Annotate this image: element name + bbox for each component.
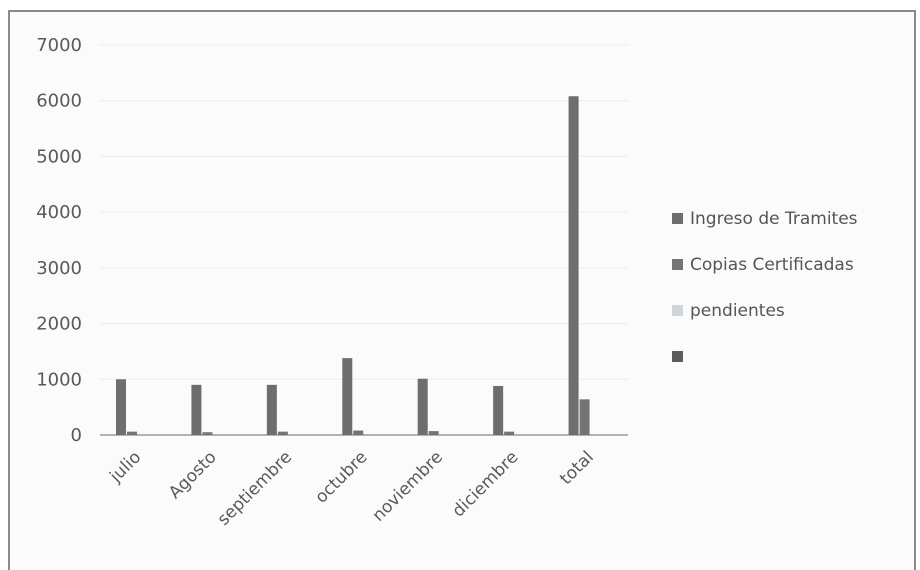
legend-label: Copias Certificadas [690,255,854,275]
legend-swatch [672,351,683,362]
y-tick-label: 7000 [36,35,82,56]
bar [116,379,126,435]
bars [116,96,590,435]
legend-label: pendientes [690,301,785,321]
y-tick-label: 3000 [36,258,82,279]
y-tick-label: 5000 [36,146,82,167]
bar [568,96,579,435]
bar [417,378,428,435]
y-tick-label: 4000 [36,202,82,223]
y-tick-label: 2000 [36,314,82,335]
legend-swatch [672,213,683,224]
legend-label: Ingreso de Tramites [690,209,858,229]
x-category-label: septiembre [214,447,296,529]
x-category-label: julio [105,447,145,487]
x-category-label: octubre [311,447,371,507]
legend-swatch [672,305,683,316]
gridlines [100,44,628,380]
y-tick-label: 6000 [36,91,82,112]
x-category-label: diciembre [449,447,523,521]
y-axis-ticks: 0 1000 2000 3000 4000 5000 6000 7000 [36,35,82,446]
legend: Ingreso de Tramites Copias Certificadas pe… [672,209,858,362]
bar [579,399,590,435]
bar [428,431,439,435]
bar [202,432,213,435]
y-tick-label: 1000 [36,369,82,390]
x-category-label: Agosto [165,447,221,503]
bar [266,384,277,435]
x-category-label: noviembre [369,447,447,525]
bar [191,384,202,435]
bar [342,358,353,435]
bar [127,431,137,435]
legend-swatch [672,259,683,270]
y-tick-label: 0 [71,425,82,446]
chart-frame [8,10,916,570]
x-category-label: total [556,447,598,489]
bar [493,385,504,435]
bar [504,431,515,435]
bar [277,431,288,435]
bar [353,430,364,435]
